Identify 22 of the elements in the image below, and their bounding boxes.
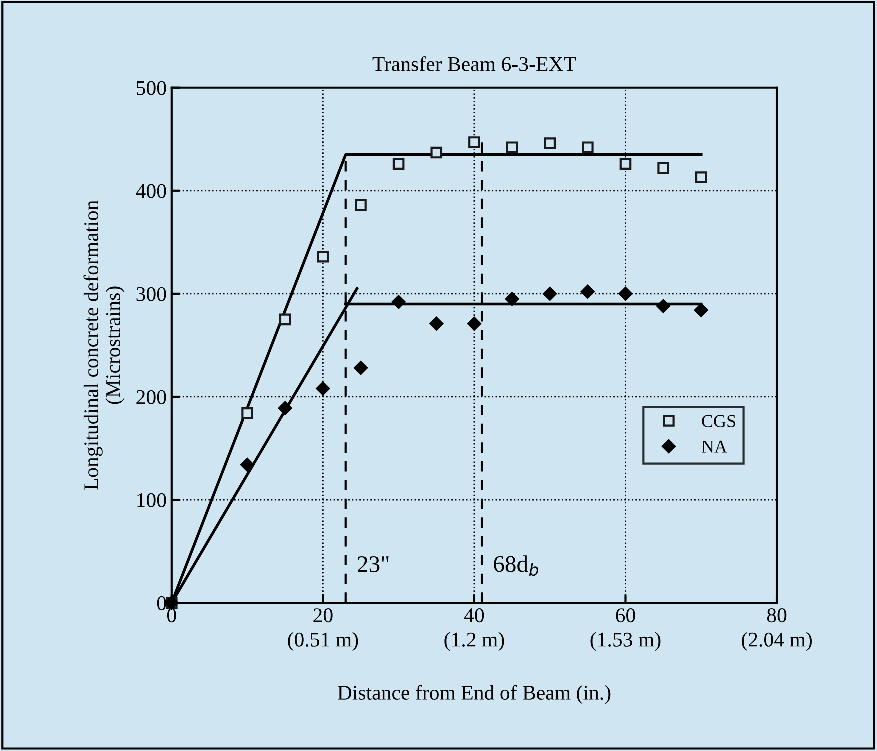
x-tick-label: 20 <box>314 608 333 623</box>
y-tick-label: 0 <box>157 596 166 610</box>
chart-title: Transfer Beam 6-3-EXT <box>372 56 576 72</box>
y-axis-title: Longitudinal concrete deformation (Microstrains) <box>84 200 125 490</box>
y-tick-label: 200 <box>136 390 166 404</box>
x-tick-label: 60 <box>616 608 636 623</box>
y-tick-label: 500 <box>136 81 166 96</box>
y-tick-label: 400 <box>136 184 166 198</box>
text: (1.2 m) <box>444 632 504 652</box>
x-tick-label: 80 <box>767 608 787 623</box>
y-tick-label: 300 <box>136 287 166 302</box>
legend-label: CGS <box>702 415 736 428</box>
legend-label: NA <box>702 440 728 453</box>
x-axis-title: Distance from End of Beam (in.) <box>338 685 611 704</box>
text: (2.04 m) <box>742 632 812 652</box>
text: (1.53 m) <box>590 632 661 652</box>
text: (0.51 m) <box>288 632 358 652</box>
annotation: 68d$_{b}$ <box>494 556 538 576</box>
x-tick-label: 0 <box>167 608 176 623</box>
x-tick-label: 40 <box>464 608 484 623</box>
y-tick-label: 100 <box>138 493 166 508</box>
annotation: 23" <box>358 556 389 572</box>
